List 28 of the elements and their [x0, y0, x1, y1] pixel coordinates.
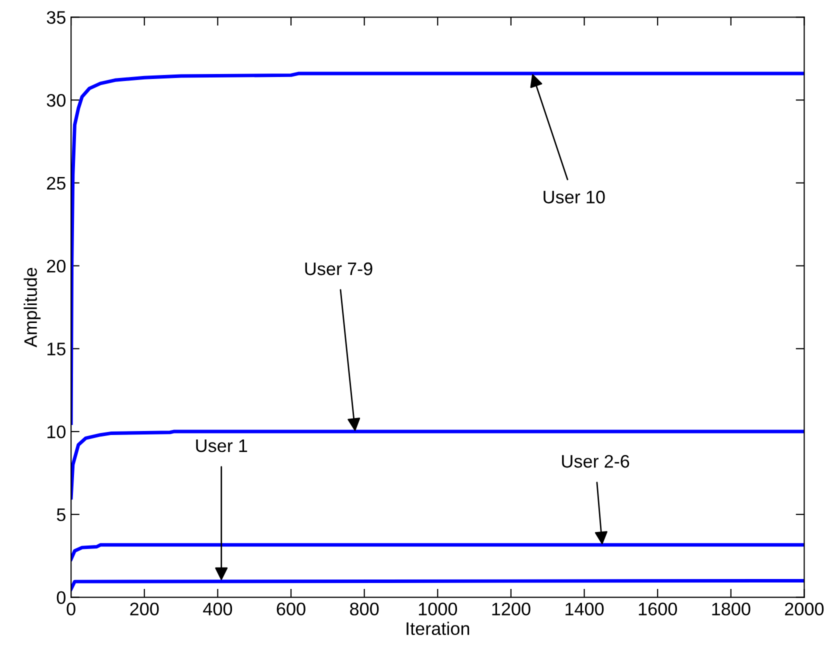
- line-series: [71, 72, 804, 425]
- annotation: User 10: [544, 190, 605, 204]
- y-tick-label: 0: [56, 591, 66, 604]
- line-series: [71, 430, 804, 500]
- y-tick-label: 25: [47, 176, 66, 190]
- annotation: User 1: [196, 440, 248, 452]
- x-tick-label: 1000: [418, 602, 458, 616]
- y-tick-label: 5: [56, 508, 66, 522]
- line-series: [71, 543, 804, 561]
- x-tick-label: 1400: [566, 602, 604, 616]
- x-axis-title: Iteration: [406, 622, 470, 636]
- x-tick-label: 0: [66, 602, 76, 616]
- y-tick-label: 10: [47, 425, 66, 438]
- x-tick-label: 2000: [785, 602, 824, 616]
- x-tick-label: 600: [276, 602, 306, 616]
- x-tick-label: 800: [350, 602, 379, 616]
- y-tick-label: 35: [46, 11, 66, 24]
- y-axis-title: Amplitude: [24, 268, 41, 348]
- x-tick-label: 400: [203, 602, 232, 616]
- y-tick-label: 15: [47, 342, 66, 356]
- x-tick-label: 1600: [638, 602, 677, 616]
- x-tick-label: 1800: [712, 602, 750, 616]
- x-tick-label: 1200: [492, 602, 530, 616]
- y-tick-label: 20: [47, 260, 66, 273]
- annotation: User 7-9: [305, 262, 372, 276]
- annotation: User 2-6: [562, 454, 630, 468]
- x-tick-label: 200: [130, 602, 159, 616]
- y-tick-label: 30: [46, 94, 66, 107]
